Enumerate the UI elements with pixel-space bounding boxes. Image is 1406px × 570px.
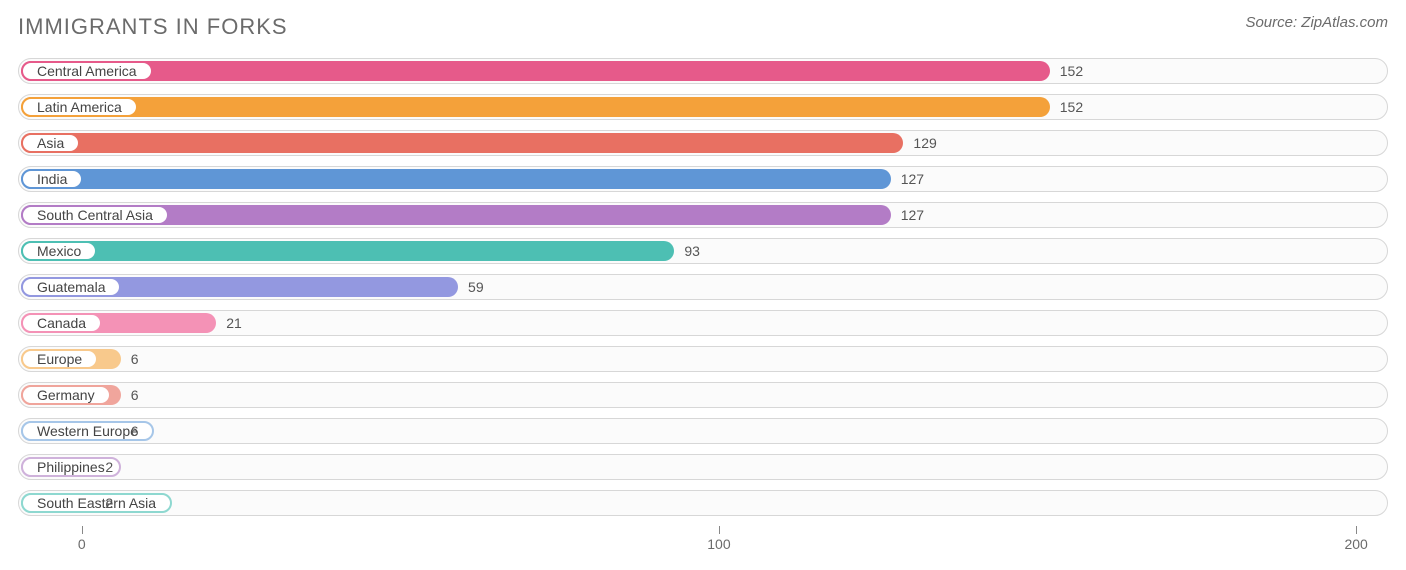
bar-label: Canada [37, 315, 86, 331]
bar-label: Western Europe [37, 423, 138, 439]
bar-label-pill: Canada [21, 313, 102, 333]
bar-label: India [37, 171, 67, 187]
bar-label-pill: India [21, 169, 83, 189]
header: IMMIGRANTS IN FORKS Source: ZipAtlas.com [18, 14, 1388, 40]
chart-container: IMMIGRANTS IN FORKS Source: ZipAtlas.com… [0, 0, 1406, 570]
axis-tick-label: 0 [78, 536, 86, 552]
bar-track: Germany 6 [18, 382, 1388, 408]
bar-label: Europe [37, 351, 82, 367]
bar-track: South Eastern Asia2 [18, 490, 1388, 516]
bar-label-pill: South Central Asia [21, 205, 169, 225]
axis-tick [719, 526, 720, 534]
bar-track: Guatemala 59 [18, 274, 1388, 300]
bar-track: Central America 152 [18, 58, 1388, 84]
bar-track: Latin America 152 [18, 94, 1388, 120]
bar-track: Philippines2 [18, 454, 1388, 480]
bar-label: Latin America [37, 99, 122, 115]
bar-label: Mexico [37, 243, 81, 259]
bar-label: South Eastern Asia [37, 495, 156, 511]
bar-track: South Central Asia 127 [18, 202, 1388, 228]
bar-label-pill: Guatemala [21, 277, 121, 297]
bar-label: Germany [37, 387, 95, 403]
chart-source: Source: ZipAtlas.com [1245, 14, 1388, 31]
bar-value: 21 [226, 311, 242, 335]
bar-value: 127 [901, 203, 924, 227]
plot-area: Central America 152 Latin America 152 Asia 12… [18, 58, 1388, 516]
bar-track: Europe 6 [18, 346, 1388, 372]
bar-label-pill: Europe [21, 349, 98, 369]
bar-label: Asia [37, 135, 64, 151]
bar-value: 129 [913, 131, 936, 155]
axis-tick-label: 200 [1344, 536, 1367, 552]
bar-track: Mexico 93 [18, 238, 1388, 264]
bar-value: 6 [131, 347, 139, 371]
bar-track: Canada 21 [18, 310, 1388, 336]
bar-label: Central America [37, 63, 137, 79]
bar-fill [21, 133, 903, 153]
bar-label-pill: Latin America [21, 97, 138, 117]
bar-fill [21, 61, 1050, 81]
bar-label: Philippines [37, 459, 105, 475]
bar-label: Guatemala [37, 279, 105, 295]
bar-value: 6 [131, 383, 139, 407]
bar-label-pill: Germany [21, 385, 111, 405]
bar-value: 2 [105, 455, 113, 479]
bar-value: 93 [684, 239, 700, 263]
bar-value: 2 [105, 491, 113, 515]
bar-label-pill: Asia [21, 133, 80, 153]
bar-fill [21, 241, 674, 261]
axis-tick [1356, 526, 1357, 534]
bar-fill [21, 97, 1050, 117]
axis-tick-label: 100 [707, 536, 730, 552]
bar-label: South Central Asia [37, 207, 153, 223]
x-axis: 0 100 200 [18, 526, 1388, 556]
chart-title: IMMIGRANTS IN FORKS [18, 14, 288, 40]
bar-value: 59 [468, 275, 484, 299]
bar-value: 152 [1060, 95, 1083, 119]
bar-fill [21, 169, 891, 189]
bar-label-pill: Mexico [21, 241, 97, 261]
bar-value: 6 [131, 419, 139, 443]
bar-value: 152 [1060, 59, 1083, 83]
bar-value: 127 [901, 167, 924, 191]
axis-tick [82, 526, 83, 534]
bar-label-pill: South Eastern Asia [21, 493, 172, 513]
bar-label-pill: Central America [21, 61, 153, 81]
bar-track: Western Europe6 [18, 418, 1388, 444]
bar-track: Asia 129 [18, 130, 1388, 156]
bar-track: India 127 [18, 166, 1388, 192]
